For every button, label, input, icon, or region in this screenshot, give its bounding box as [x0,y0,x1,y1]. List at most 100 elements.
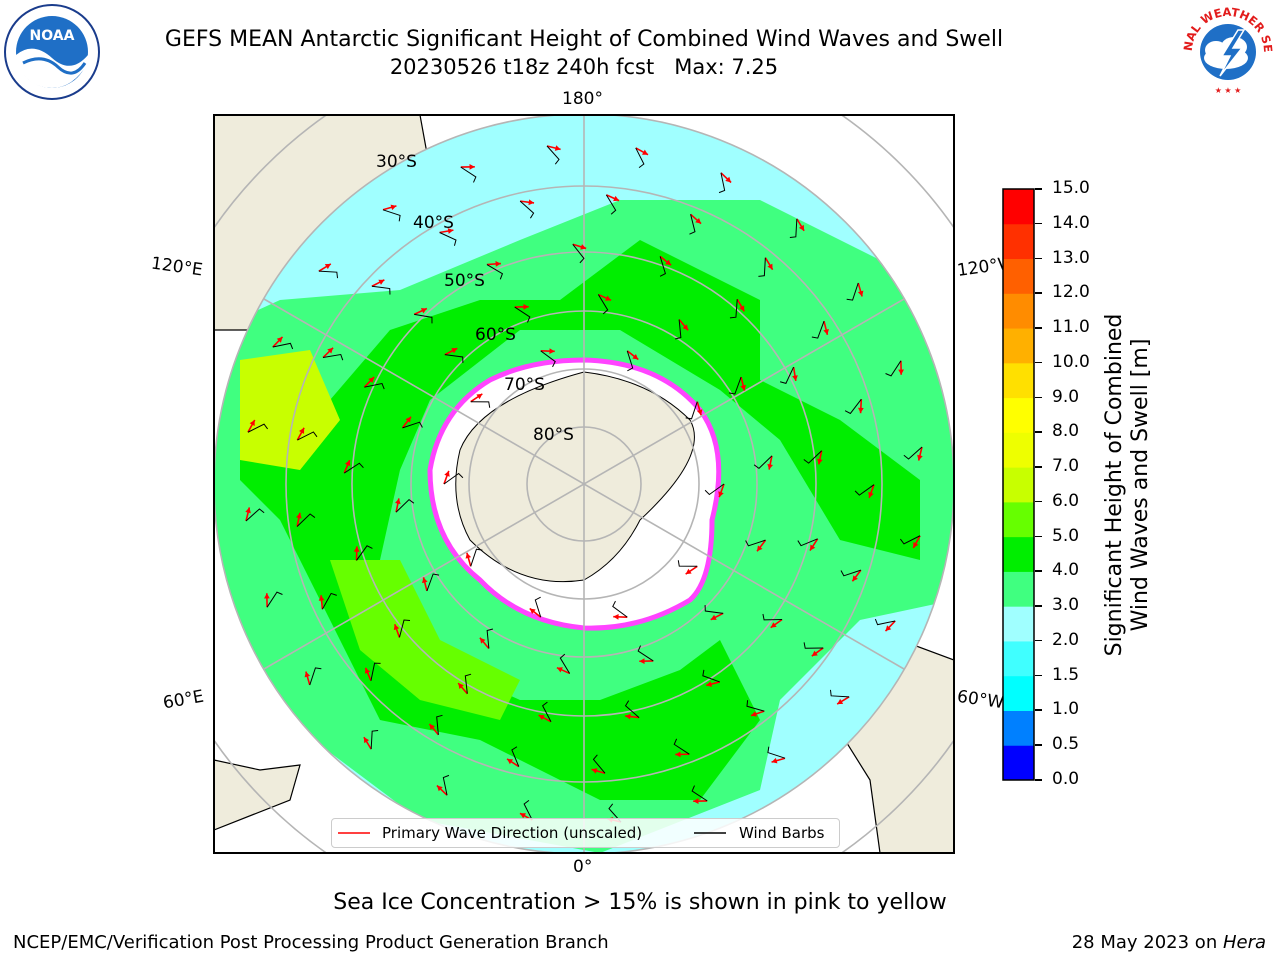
colorbar-segment [1003,467,1034,503]
wind-barb [767,746,786,759]
wind-barb [635,147,645,169]
legend-wave-dir-label: Primary Wave Direction (unscaled) [382,824,643,842]
wind-barb [885,360,902,377]
wave-arrow-head [718,491,724,498]
wave-arrow-head [304,671,311,678]
wave-arrow-head [639,658,645,664]
wind-barb [370,729,379,750]
colorbar-tick-label: 10.0 [1052,351,1090,372]
wind-barb [608,803,622,823]
wave-arrow-head [792,375,798,381]
colorbar-segment [1003,293,1034,329]
wind-barb [470,548,483,567]
lon-label-0: 0° [573,857,593,877]
wind-barb [846,282,859,301]
colorbar-tick-mark [1035,709,1042,711]
wind-barb [443,472,464,485]
colorbar-segment [1003,397,1034,433]
wind-barb [612,600,628,618]
wind-barb [371,285,391,295]
wave-arrow-head [529,608,536,615]
wind-barb [728,376,742,395]
lon-label-180: 180° [562,89,603,109]
wave-arrow-head [421,577,428,584]
wind-barb-legend-line [694,832,726,834]
wave-arrow-head [458,683,464,690]
wave-arrow-head [580,244,587,250]
colorbar-tick-label: 0.5 [1052,734,1080,755]
colorbar-tick-mark [1035,639,1042,642]
wave-arrow-head [605,295,612,301]
lat-label-40s: 40°S [413,213,454,233]
colorbar-segment [1003,501,1034,538]
colorbar-segment [1003,223,1034,260]
wind-barb [266,591,283,608]
colorbar-tick-mark [1035,605,1042,607]
lat-label-70s: 70°S [504,375,545,395]
colorbar-tick-label: 1.5 [1052,664,1080,685]
wind-barb [296,513,316,527]
wind-barb [470,401,491,408]
colorbar-tick-label: 6.0 [1052,490,1080,511]
nws-logo: NATIONAL WEATHER SERVICE ★ ★ ★ [1178,0,1275,97]
wave-arrow-head [368,377,375,383]
wave-arrow-head [420,308,427,314]
noaa-logo: NOAA [4,4,100,100]
colorbar-tick-mark [1035,396,1042,399]
wind-barb [486,264,504,280]
wind-barb [689,214,696,235]
colorbar-tick-label: 0.0 [1052,769,1080,789]
wave-arrow-head [725,176,732,183]
wave-arrow-head [523,304,529,310]
wave-arrow-head [519,813,526,819]
wave-direction-arrows [245,145,923,823]
colorbar-segment [1003,640,1034,677]
wind-barb [414,313,433,324]
colorbar-segment [1003,675,1034,711]
colorbar-tick-label: 15.0 [1052,178,1090,198]
footer-host: Hera [1222,932,1266,953]
wind-barb [829,689,850,698]
wave-arrow-head [405,416,411,423]
wind-barb [803,642,824,649]
wind-barb [426,573,440,592]
wave-arrow-head [613,195,620,202]
wind-barb [779,366,795,384]
wind-barb [659,256,667,277]
wind-barb [685,401,698,420]
wind-barb [511,746,520,767]
wind-barb [803,450,823,464]
wind-barb [247,423,269,433]
wave-arrow-head [682,324,689,331]
wave-arrow-head [538,715,545,721]
wind-barb [439,232,457,246]
wave-arrow-head [740,384,747,391]
chart-subtitle: 20230526 t18z 240h fcst Max: 7.25 [389,55,779,79]
graticule [214,115,954,853]
wave-arrow-head [739,305,745,312]
wind-barb [460,166,477,183]
wind-barb [758,257,766,277]
colorbar-tick-label: 13.0 [1052,247,1090,268]
wave-arrow-head [625,713,631,720]
wind-barb [789,218,798,239]
wave-arrow-head [344,460,351,467]
wave-arrow-head [436,785,443,792]
wave-arrow-head [767,463,773,470]
wave-arrow-head [917,454,923,461]
wave-arrow-head [324,263,331,270]
colorbar-tick-label: 11.0 [1052,317,1090,338]
wave-arrow-head [353,546,360,552]
wave-arrow-head [757,545,763,552]
colorbar-segment [1003,258,1034,294]
wind-barb [534,596,542,618]
wave-arrow-head [276,336,283,343]
chart-title: GEFS MEAN Antarctic Significant Height o… [164,27,1004,52]
wind-barb [546,145,560,165]
colorbar-tick-label: 9.0 [1052,386,1080,407]
colorbar-tick-label: 4.0 [1052,560,1080,581]
colorbar-tick-label: 1.0 [1052,699,1080,720]
colorbar-tick-label: 2.0 [1052,629,1080,650]
wind-barb [797,538,818,547]
wind-barb [442,774,450,796]
